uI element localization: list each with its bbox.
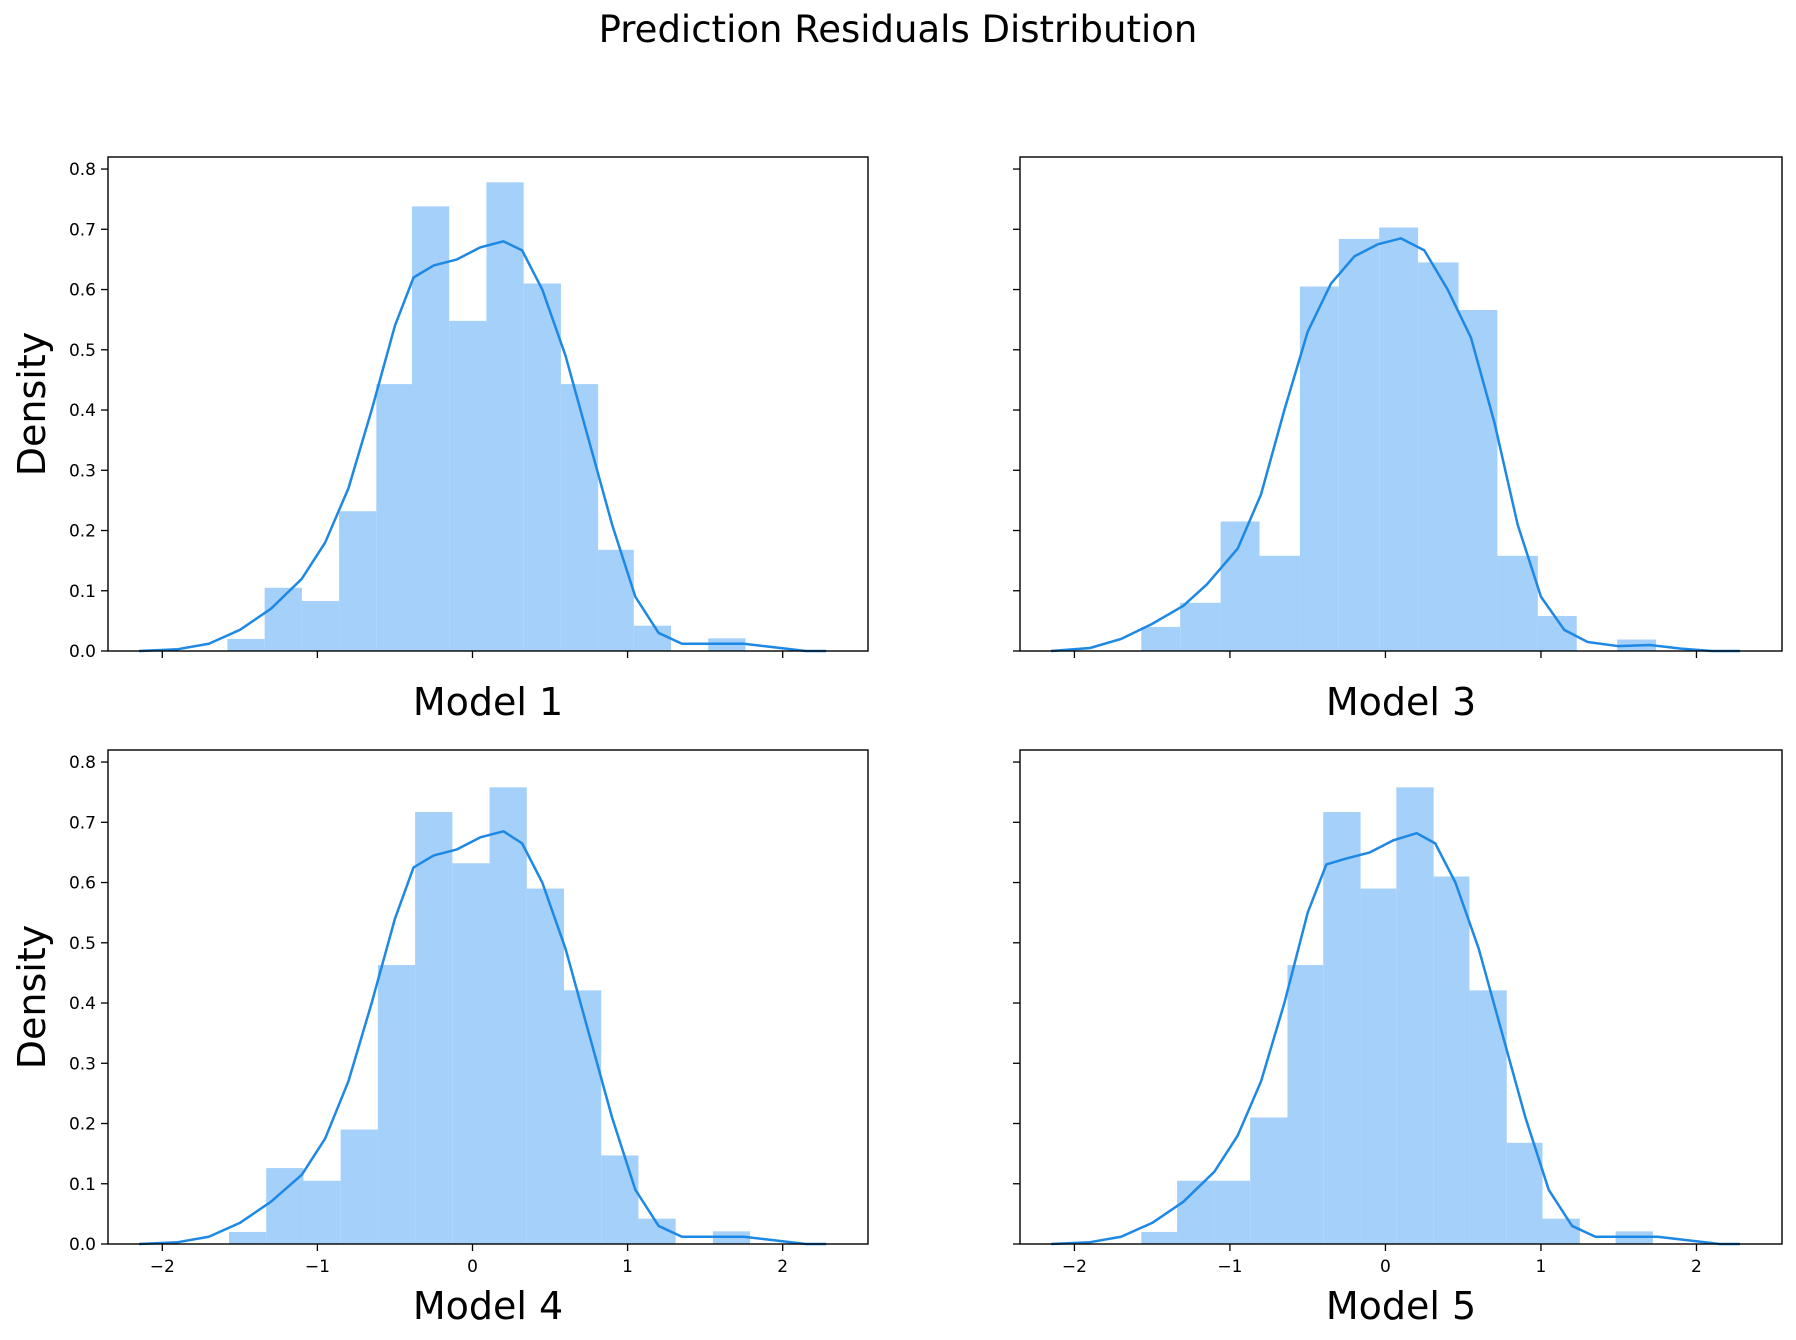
histogram-bar bbox=[1250, 1117, 1288, 1244]
histogram-bar bbox=[489, 787, 527, 1244]
histogram-bar bbox=[266, 1168, 304, 1244]
x-tick-label: 0 bbox=[1380, 1257, 1391, 1277]
y-tick-label: 0.7 bbox=[69, 813, 96, 833]
histogram-bar bbox=[1323, 812, 1361, 1244]
x-tick-label: −2 bbox=[150, 1257, 175, 1277]
subplot-4: −2 −1 0 1 2 Model 5 bbox=[1013, 749, 1783, 1328]
y-tick-label: 0.6 bbox=[69, 281, 96, 301]
y-tick-label: 0.1 bbox=[69, 1175, 96, 1195]
y-tick-label: 0.0 bbox=[69, 1235, 96, 1255]
y-tick-label: 0.1 bbox=[69, 582, 96, 602]
y-tick-label: 0.3 bbox=[69, 461, 96, 481]
histogram-bar bbox=[301, 600, 340, 651]
y-tick-label: 0.5 bbox=[69, 341, 96, 361]
x-tick-label: 2 bbox=[1691, 1257, 1702, 1277]
x-axis-label: Model 4 bbox=[413, 1284, 563, 1328]
y-tick-label: 0.4 bbox=[69, 994, 96, 1014]
histogram-bar bbox=[1287, 965, 1324, 1244]
histogram-bar bbox=[564, 990, 602, 1244]
histogram-bar bbox=[1433, 876, 1470, 1244]
x-tick-label: 1 bbox=[622, 1257, 633, 1277]
histogram-bar bbox=[412, 206, 450, 651]
histogram-bar bbox=[1214, 1180, 1251, 1244]
histogram-bar bbox=[1396, 787, 1434, 1244]
y-tick-label: 0.8 bbox=[69, 753, 96, 773]
x-tick-label: 2 bbox=[777, 1257, 788, 1277]
x-axis-label: Model 1 bbox=[413, 680, 563, 724]
histogram-bar bbox=[560, 384, 599, 651]
y-tick-label: 0.6 bbox=[69, 874, 96, 894]
histogram-bar bbox=[1338, 238, 1380, 651]
histogram-bar bbox=[601, 1155, 639, 1244]
x-axis-label: Model 3 bbox=[1326, 680, 1476, 724]
histogram-bar bbox=[1141, 1231, 1178, 1244]
kde-line bbox=[138, 830, 827, 1246]
histogram-bar bbox=[1141, 626, 1181, 651]
x-tick-label: −1 bbox=[305, 1257, 330, 1277]
histogram-bar bbox=[1299, 286, 1339, 651]
subplot-2: Model 3 bbox=[1013, 156, 1783, 724]
x-tick-label: −2 bbox=[1062, 1257, 1087, 1277]
y-tick-label: 0.5 bbox=[69, 934, 96, 954]
histogram-bar bbox=[1259, 555, 1300, 651]
histogram-bar bbox=[303, 1180, 341, 1244]
y-axis-label: Density bbox=[10, 925, 54, 1069]
histogram-bar bbox=[1379, 227, 1419, 652]
x-tick-label: −1 bbox=[1217, 1257, 1242, 1277]
histogram-bar bbox=[1469, 990, 1507, 1244]
histogram-bar bbox=[449, 320, 487, 651]
axes-frame bbox=[107, 156, 869, 652]
histogram-bar bbox=[228, 1231, 267, 1244]
histogram-bar bbox=[452, 863, 490, 1244]
y-axis-label: Density bbox=[10, 332, 54, 476]
y-tick-label: 0.7 bbox=[69, 220, 96, 240]
histogram-bar bbox=[526, 888, 564, 1244]
histogram-bar bbox=[415, 812, 453, 1244]
y-tick-label: 0.3 bbox=[69, 1054, 96, 1074]
histogram-bar bbox=[1497, 555, 1538, 651]
histogram-bar bbox=[1418, 262, 1459, 651]
subplot-1: 0.0 0.1 0.2 0.3 0.4 0.5 0.6 0.7 0.8 Model 1 Densit… bbox=[10, 156, 869, 724]
histogram-bar bbox=[1360, 888, 1397, 1244]
y-tick-label: 0.8 bbox=[69, 160, 96, 180]
y-tick-label: 0.0 bbox=[69, 642, 96, 662]
histogram-bar bbox=[1506, 1142, 1543, 1244]
y-tick-label: 0.4 bbox=[69, 401, 96, 421]
x-tick-label: 1 bbox=[1536, 1257, 1547, 1277]
histogram-bar bbox=[598, 549, 634, 651]
x-axis-label: Model 5 bbox=[1326, 1284, 1476, 1328]
histogram-bar bbox=[227, 638, 265, 651]
histogram-bar bbox=[376, 384, 412, 651]
axes-frame bbox=[1019, 749, 1783, 1245]
x-tick-label: 0 bbox=[467, 1257, 478, 1277]
axes-frame bbox=[107, 749, 869, 1245]
kde-line bbox=[1051, 831, 1741, 1246]
histogram-bar bbox=[633, 625, 672, 651]
histogram-bar bbox=[486, 182, 524, 652]
histogram-bar bbox=[340, 1129, 378, 1244]
histogram-bar bbox=[1180, 602, 1221, 651]
histogram-bar bbox=[523, 283, 561, 651]
y-tick-label: 0.2 bbox=[69, 522, 96, 542]
kde-line bbox=[1051, 237, 1741, 653]
y-tick-label: 0.2 bbox=[69, 1115, 96, 1135]
histogram-bar bbox=[377, 965, 416, 1244]
axes-frame bbox=[1019, 156, 1783, 652]
subplot-3: 0.0 0.1 0.2 0.3 0.4 0.5 0.6 0.7 0.8 −2 −1 0 1 2 Model … bbox=[10, 749, 869, 1328]
figure-title: Prediction Residuals Distribution bbox=[598, 8, 1198, 51]
histogram-bar bbox=[1542, 1218, 1580, 1244]
kde-line bbox=[138, 240, 827, 653]
histogram-bar bbox=[339, 511, 377, 651]
